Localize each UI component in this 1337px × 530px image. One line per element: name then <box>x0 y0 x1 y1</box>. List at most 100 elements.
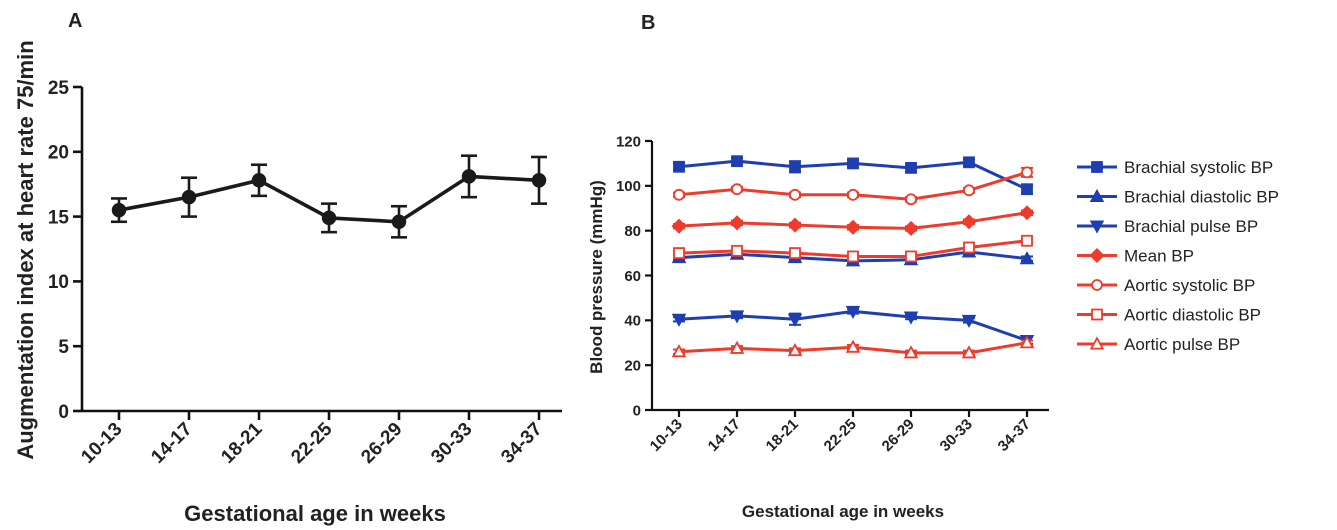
data-point <box>903 220 919 236</box>
data-point <box>789 160 801 173</box>
y-tick-label: 120 <box>616 133 641 150</box>
panel-b-letter: B <box>641 12 655 34</box>
legend-swatch-marker <box>1089 247 1105 264</box>
x-tick-label: 26-29 <box>879 416 918 455</box>
data-point <box>903 311 919 325</box>
data-point <box>1021 234 1033 247</box>
data-point <box>1021 183 1033 196</box>
legend-swatch-marker <box>1091 161 1103 173</box>
data-point <box>111 202 127 218</box>
y-tick-label: 5 <box>58 337 69 358</box>
series-0 <box>111 154 547 239</box>
y-tick-label: 80 <box>624 223 641 240</box>
data-point <box>731 244 743 257</box>
data-point <box>391 214 407 230</box>
data-point <box>961 214 977 230</box>
chart-a: 0 5 10 15 20 25 10-13 14-17 18-21 22-25 26-29 30-33… <box>13 40 562 526</box>
data-point <box>673 160 685 173</box>
data-point <box>531 173 547 188</box>
x-tick-label: 26-29 <box>357 419 406 468</box>
data-point <box>963 184 975 197</box>
data-point <box>787 313 803 327</box>
x-tick-label: 10-13 <box>77 419 126 468</box>
legend-label: Brachial diastolic BP <box>1124 188 1279 207</box>
series-6 <box>671 335 1035 359</box>
data-point <box>1019 251 1035 265</box>
data-point <box>845 305 861 319</box>
series-0 <box>673 155 1033 196</box>
data-point <box>729 215 745 231</box>
data-point <box>787 217 803 233</box>
data-point <box>961 345 977 359</box>
x-tick-label: 30-33 <box>937 416 976 455</box>
data-point <box>181 189 197 205</box>
data-point <box>321 210 337 226</box>
legend-swatch-marker <box>1091 279 1103 291</box>
y-tick-label: 10 <box>48 272 69 293</box>
x-tick-label: 18-21 <box>763 416 802 455</box>
series-3 <box>671 205 1035 236</box>
x-tick-label: 34-37 <box>995 416 1034 455</box>
data-point <box>1019 335 1035 349</box>
data-point <box>787 342 803 357</box>
y-tick-label: 40 <box>624 313 641 330</box>
legend: Brachial systolic BP Brachial diastolic B… <box>1077 158 1279 354</box>
data-point <box>789 247 801 259</box>
data-point <box>961 314 977 328</box>
series-2 <box>671 305 1035 349</box>
panel-a-letter: A <box>68 10 82 32</box>
y-tick-label: 20 <box>624 358 641 375</box>
data-point <box>963 156 975 169</box>
y-tick-label: 100 <box>616 178 641 195</box>
legend-label: Brachial pulse BP <box>1124 217 1258 236</box>
x-tick-label: 22-25 <box>287 418 337 468</box>
data-point <box>461 169 477 184</box>
data-point <box>673 247 685 259</box>
x-tick-label: 14-17 <box>147 419 196 468</box>
x-tick-label: 18-21 <box>217 418 267 468</box>
x-tick-label: 34-37 <box>497 419 546 468</box>
legend-swatch-marker <box>1089 188 1105 203</box>
legend-item: Brachial diastolic BP <box>1077 188 1279 207</box>
x-tick-label: 30-33 <box>427 419 476 468</box>
x-tick-label: 14-17 <box>705 416 744 455</box>
y-tick-label: 0 <box>633 402 641 419</box>
legend-item: Aortic diastolic BP <box>1077 306 1261 325</box>
data-point <box>1019 205 1035 221</box>
data-point <box>905 250 917 263</box>
data-point <box>729 340 745 354</box>
series-5 <box>673 234 1033 263</box>
data-point <box>673 188 685 201</box>
data-point <box>251 173 267 188</box>
data-point <box>903 345 919 359</box>
data-point <box>905 193 917 206</box>
data-point <box>671 344 687 358</box>
legend-item: Mean BP <box>1077 247 1194 266</box>
data-point <box>731 183 743 196</box>
legend-item: Brachial systolic BP <box>1077 158 1273 177</box>
data-point <box>729 310 745 324</box>
legend-item: Aortic pulse BP <box>1077 335 1240 354</box>
data-point <box>847 188 859 201</box>
series-4 <box>673 166 1033 206</box>
data-point <box>671 313 687 327</box>
y-axis-label: Augmentation index at heart rate 75/min <box>13 40 38 459</box>
data-point <box>845 339 861 353</box>
legend-label: Aortic diastolic BP <box>1124 306 1261 325</box>
x-axis-label: Gestational age in weeks <box>184 501 446 526</box>
y-axis-label: Blood pressure (mmHg) <box>587 180 606 374</box>
legend-swatch-marker <box>1089 336 1105 350</box>
data-point <box>789 188 801 201</box>
data-point <box>847 250 859 263</box>
legend-label: Aortic pulse BP <box>1124 335 1240 354</box>
legend-swatch-marker <box>1091 308 1103 321</box>
y-tick-label: 0 <box>58 402 69 423</box>
data-point <box>905 161 917 174</box>
data-point <box>847 157 859 170</box>
legend-swatch-marker <box>1089 220 1105 234</box>
data-point <box>731 155 743 168</box>
legend-item: Aortic systolic BP <box>1077 276 1255 295</box>
legend-label: Brachial systolic BP <box>1124 158 1273 177</box>
x-axis-label: Gestational age in weeks <box>742 502 944 521</box>
